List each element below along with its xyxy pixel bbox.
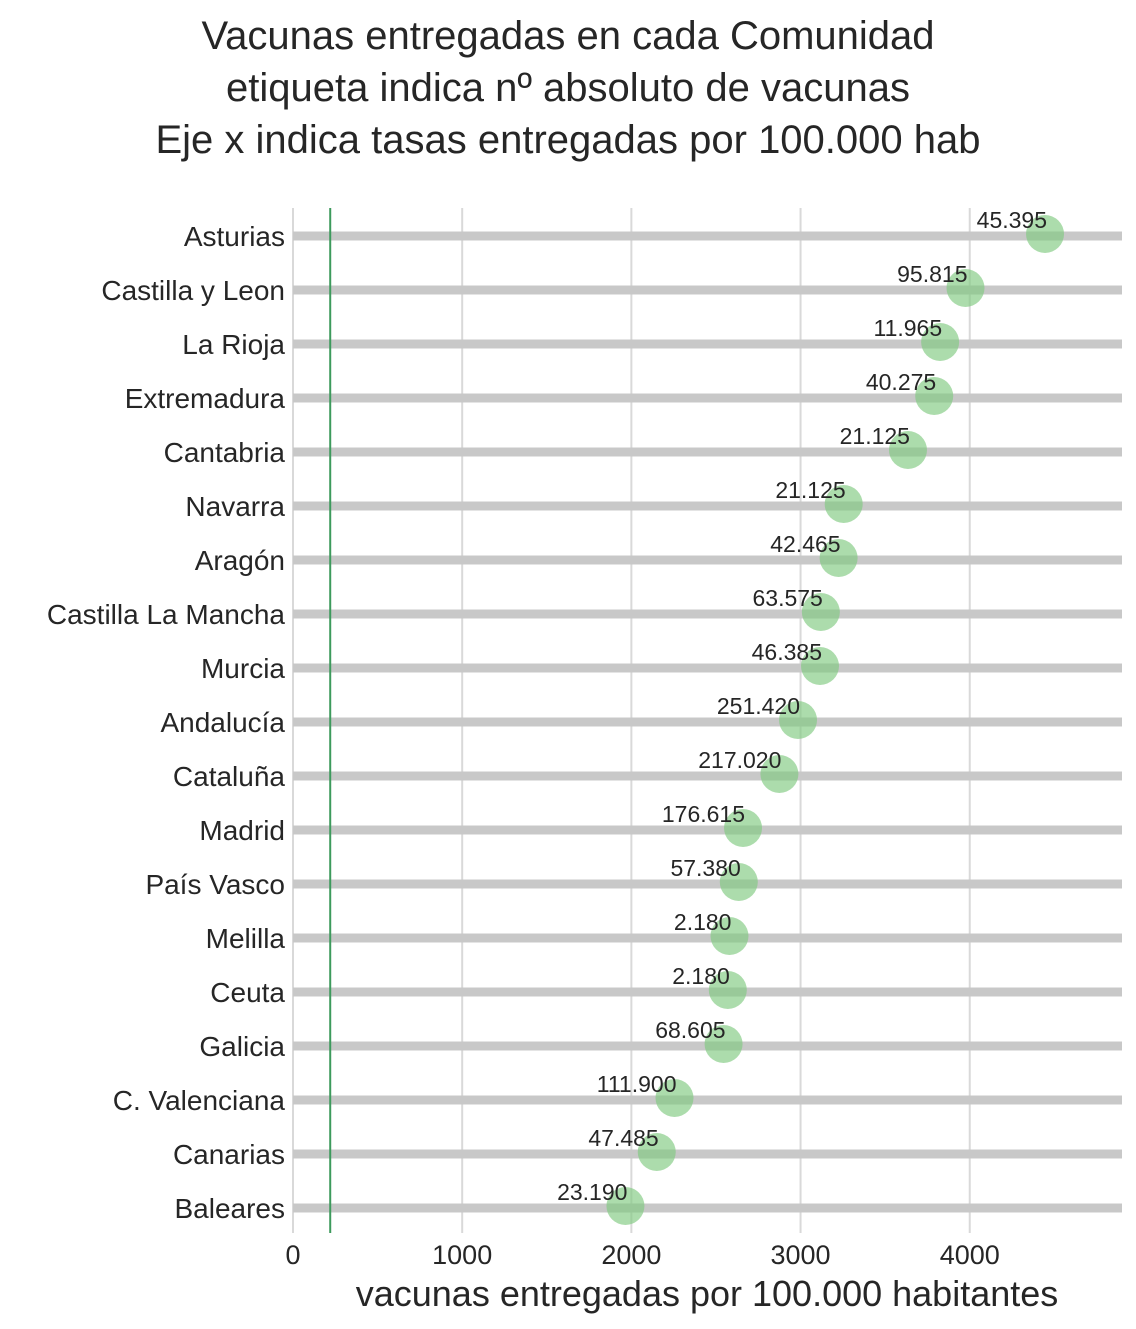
category-label: Asturias [184, 221, 285, 252]
x-tick-label: 4000 [940, 1240, 1000, 1270]
data-point [888, 431, 927, 469]
chart-title-line-2: etiqueta indica nº absoluto de vacunas [226, 66, 910, 110]
stem-layer [293, 231, 1122, 1213]
data-label: 23.190 [557, 1179, 627, 1205]
data-label: 21.125 [840, 423, 910, 449]
data-point [801, 647, 840, 685]
data-point [719, 863, 758, 901]
data-label: 68.605 [655, 1017, 725, 1043]
category-label: Andalucía [160, 707, 285, 738]
point-layer [606, 215, 1065, 1225]
data-point [760, 755, 799, 793]
x-tick-label: 1000 [432, 1240, 492, 1270]
data-label: 2.180 [674, 909, 732, 935]
category-label: Baleares [174, 1193, 285, 1224]
data-point [819, 539, 858, 577]
x-tick-label: 0 [285, 1240, 300, 1270]
data-point [708, 971, 747, 1009]
category-label: Galicia [199, 1031, 285, 1062]
category-label: Extremadura [125, 383, 286, 414]
data-point [710, 917, 749, 955]
x-tick-label: 2000 [601, 1240, 661, 1270]
chart-title-line-1: Vacunas entregadas en cada Comunidad [201, 14, 935, 58]
data-point [724, 809, 763, 847]
data-label: 47.485 [588, 1125, 658, 1151]
data-point [915, 377, 954, 415]
data-point [1026, 215, 1065, 253]
category-label: C. Valenciana [113, 1085, 286, 1116]
data-point [801, 593, 840, 631]
axis-layer: 0 1000 2000 3000 4000 Asturias Castilla y Leon… [47, 221, 1000, 1270]
category-label: Castilla La Mancha [47, 599, 286, 630]
category-label: Canarias [173, 1139, 285, 1170]
data-label: 11.965 [873, 315, 942, 341]
category-label: Cataluña [173, 761, 286, 792]
chart-title-line-3: Eje x indica tasas entregadas por 100.00… [155, 118, 981, 162]
data-label: 42.465 [770, 531, 840, 557]
data-label: 45.395 [977, 207, 1047, 233]
category-label: Melilla [206, 923, 286, 954]
category-label: Navarra [185, 491, 285, 522]
data-point [637, 1133, 676, 1171]
data-point [606, 1187, 645, 1225]
data-point [921, 323, 960, 361]
x-tick-label: 3000 [771, 1240, 831, 1270]
data-point [704, 1025, 743, 1063]
label-layer: 45.395 95.815 11.965 40.275 21.125 21.125 42.4… [557, 207, 1047, 1205]
category-label: Ceuta [210, 977, 285, 1008]
data-label: 251.420 [717, 693, 800, 719]
data-label: 2.180 [672, 963, 730, 989]
data-label: 21.125 [775, 477, 845, 503]
data-label: 40.275 [866, 369, 936, 395]
data-point [655, 1079, 694, 1117]
data-label: 57.380 [670, 855, 740, 881]
category-label: La Rioja [182, 329, 285, 360]
chart-title: Vacunas entregadas en cada Comunidad eti… [0, 10, 1136, 166]
data-point [946, 269, 985, 307]
data-label: 95.815 [897, 261, 967, 287]
category-label: Murcia [201, 653, 285, 684]
data-label: 111.900 [597, 1071, 677, 1097]
data-label: 217.020 [698, 747, 781, 773]
data-label: 46.385 [752, 639, 822, 665]
category-label: País Vasco [145, 869, 285, 900]
category-label: Aragón [195, 545, 285, 576]
data-label: 176.615 [662, 801, 745, 827]
data-point [824, 485, 863, 523]
x-axis-label: vacunas entregadas por 100.000 habitante… [356, 1273, 1059, 1314]
category-label: Castilla y Leon [101, 275, 285, 306]
category-label: Cantabria [164, 437, 286, 468]
data-label: 63.575 [752, 585, 822, 611]
category-label: Madrid [199, 815, 285, 846]
data-point [779, 701, 818, 739]
